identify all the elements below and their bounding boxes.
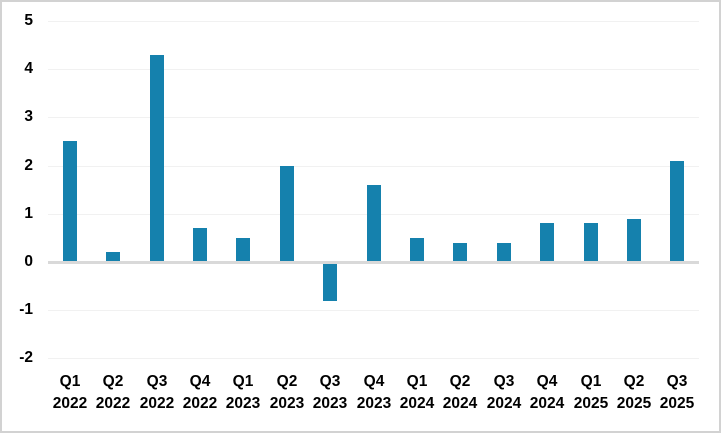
x-tick-year: 2022	[139, 395, 175, 412]
bar-q3-2024	[497, 243, 511, 262]
x-tick-label: Q1 2022	[40, 371, 100, 415]
bar-q2-2023	[280, 166, 294, 262]
x-tick-label: Q2 2023	[257, 371, 317, 415]
x-tick-label: Q3 2024	[474, 371, 534, 415]
x-axis-line	[48, 261, 699, 264]
x-tick-label: Q4 2023	[344, 371, 404, 415]
x-tick-quarter: Q4	[189, 373, 211, 390]
y-tick-label: 0	[24, 253, 33, 270]
bar-q3-2025	[670, 161, 684, 262]
x-tick-year: 2025	[616, 395, 652, 412]
x-tick-quarter: Q3	[493, 373, 515, 390]
x-tick-label: Q4 2022	[170, 371, 230, 415]
bar-q4-2022	[193, 228, 207, 262]
bar-q1-2022	[63, 141, 77, 262]
gridline	[48, 310, 699, 311]
y-tick-label: 4	[24, 60, 33, 77]
x-tick-year: 2022	[52, 395, 88, 412]
y-tick-label: 1	[24, 205, 33, 222]
y-tick-label: 5	[24, 12, 33, 29]
x-tick-year: 2024	[529, 395, 565, 412]
bar-q2-2024	[453, 243, 467, 262]
gridline	[48, 358, 699, 359]
bar-q4-2023	[367, 185, 381, 262]
x-tick-label: Q3 2025	[647, 371, 707, 415]
y-tick-label: -1	[19, 301, 33, 318]
x-tick-quarter: Q3	[666, 373, 688, 390]
x-tick-quarter: Q2	[449, 373, 471, 390]
gridline	[48, 69, 699, 70]
x-tick-label: Q1 2024	[387, 371, 447, 415]
x-tick-year: 2022	[95, 395, 131, 412]
gridline	[48, 117, 699, 118]
x-tick-label: Q3 2023	[300, 371, 360, 415]
gridline	[48, 166, 699, 167]
x-tick-year: 2022	[182, 395, 218, 412]
x-tick-year: 2023	[312, 395, 348, 412]
x-tick-quarter: Q4	[363, 373, 385, 390]
x-tick-label: Q2 2024	[430, 371, 490, 415]
x-tick-label: Q4 2024	[517, 371, 577, 415]
y-tick-label: 3	[24, 108, 33, 125]
bar-q4-2024	[540, 223, 554, 262]
x-tick-year: 2025	[659, 395, 695, 412]
x-tick-quarter: Q3	[146, 373, 168, 390]
x-tick-label: Q2 2025	[604, 371, 664, 415]
x-tick-quarter: Q2	[102, 373, 124, 390]
x-tick-quarter: Q1	[59, 373, 81, 390]
x-tick-quarter: Q4	[536, 373, 558, 390]
x-tick-year: 2023	[269, 395, 305, 412]
x-tick-quarter: Q2	[623, 373, 645, 390]
x-tick-quarter: Q1	[580, 373, 602, 390]
gridline	[48, 21, 699, 22]
x-tick-year: 2024	[486, 395, 522, 412]
bar-q1-2025	[584, 223, 598, 262]
bar-q1-2023	[236, 238, 250, 262]
x-tick-label: Q1 2023	[213, 371, 273, 415]
bar-q3-2022	[150, 55, 164, 262]
x-tick-label: Q1 2025	[561, 371, 621, 415]
x-tick-year: 2025	[573, 395, 609, 412]
x-tick-quarter: Q2	[276, 373, 298, 390]
x-tick-label: Q2 2022	[83, 371, 143, 415]
y-tick-label: -2	[19, 349, 33, 366]
x-tick-year: 2024	[399, 395, 435, 412]
bar-q2-2025	[627, 219, 641, 262]
x-tick-year: 2023	[356, 395, 392, 412]
x-tick-year: 2023	[225, 395, 261, 412]
x-tick-quarter: Q3	[319, 373, 341, 390]
y-tick-label: 2	[24, 157, 33, 174]
bar-q1-2024	[410, 238, 424, 262]
bar-q2-2022	[106, 252, 120, 262]
x-tick-label: Q3 2022	[127, 371, 187, 415]
x-tick-quarter: Q1	[232, 373, 254, 390]
x-tick-quarter: Q1	[406, 373, 428, 390]
bar-q3-2023	[323, 262, 337, 301]
x-tick-year: 2024	[442, 395, 478, 412]
